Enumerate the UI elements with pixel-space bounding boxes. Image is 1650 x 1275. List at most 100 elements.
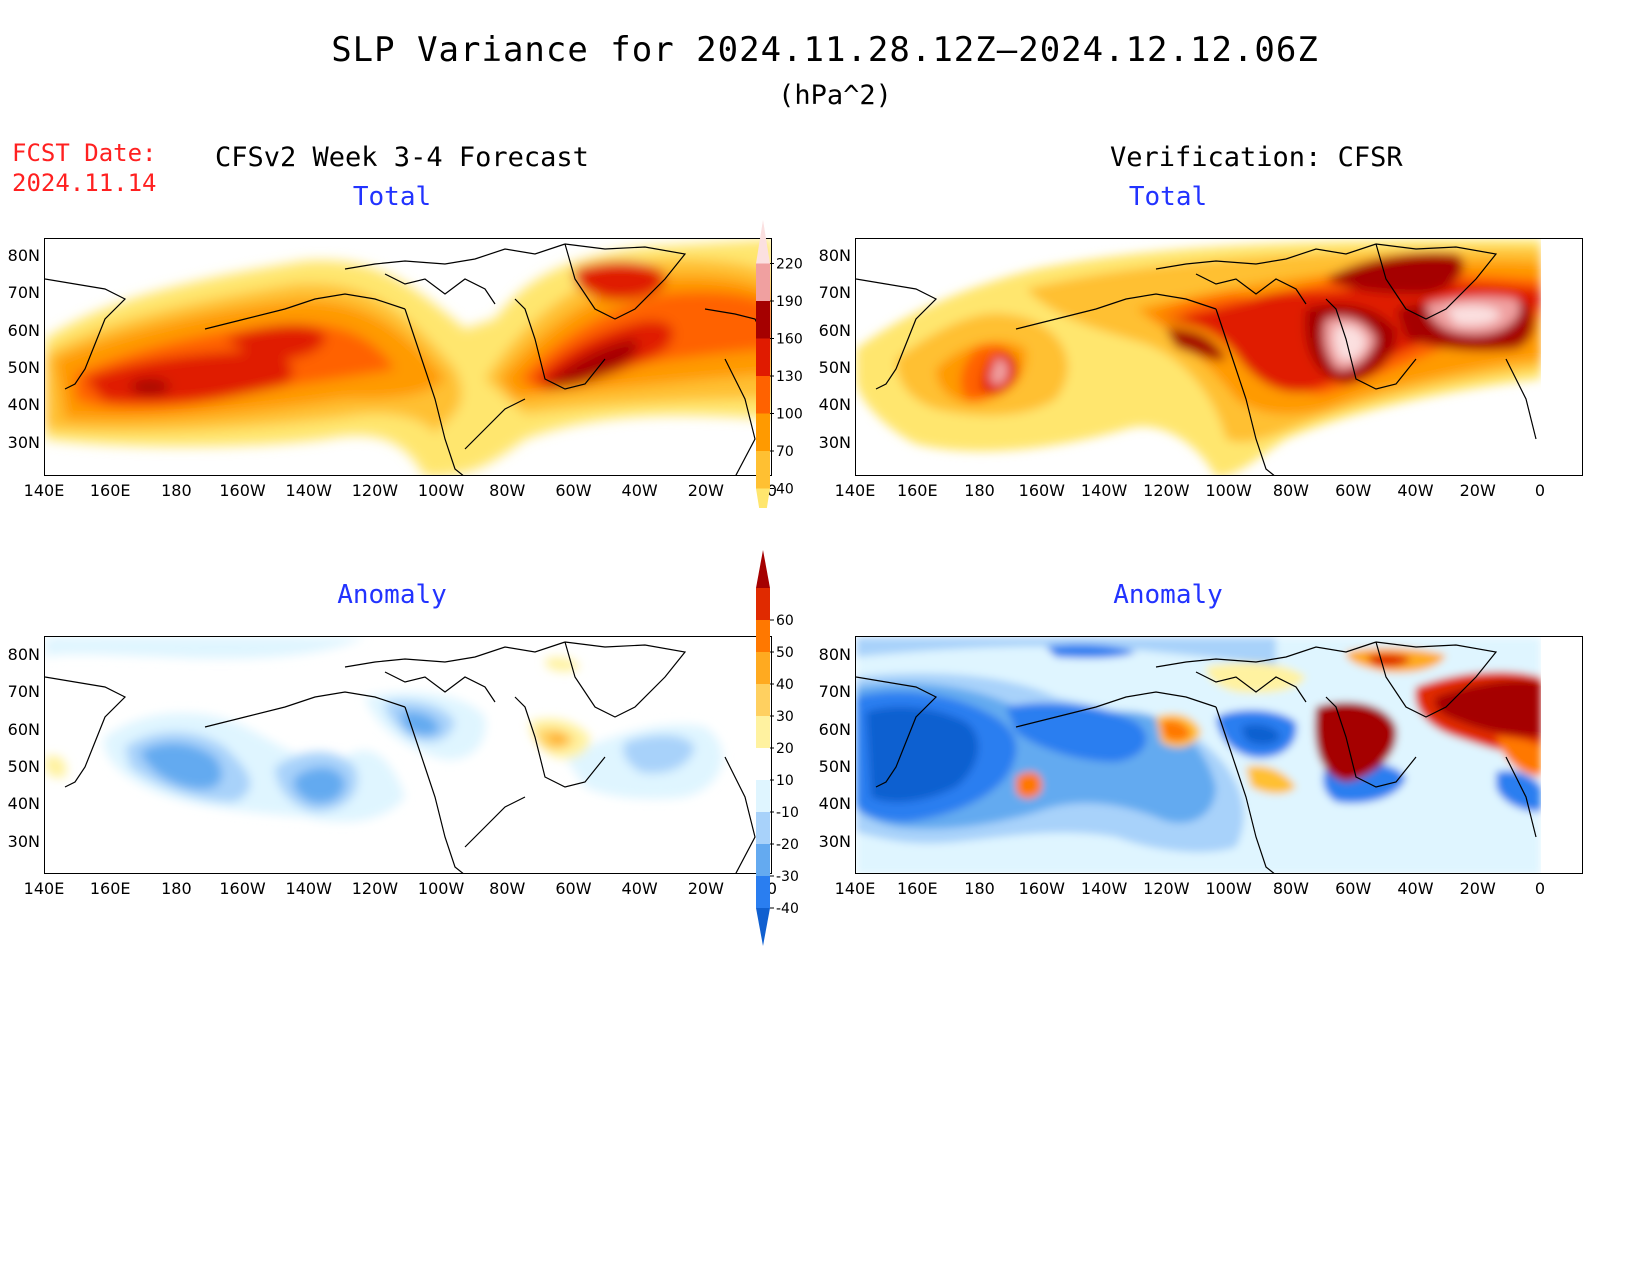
colorbar-swatch <box>756 413 770 451</box>
forecast-date-value: 2024.11.14 <box>12 169 157 197</box>
colorbar-tick-label: 130 <box>776 369 803 385</box>
colorbar-swatch <box>756 338 770 376</box>
lat-tick-label: 30N <box>7 832 40 851</box>
lat-tick-label: 40N <box>818 794 851 813</box>
lon-tick-label: 100W <box>1205 481 1252 500</box>
lon-tick-label: 0 <box>1534 879 1546 898</box>
lon-tick-label: 180 <box>964 481 995 500</box>
lon-tick-label: 100W <box>417 879 465 898</box>
figure-title: SLP Variance for 2024.11.28.12Z—2024.12.… <box>331 30 1319 70</box>
forecast-anomaly-title: Anomaly <box>337 580 447 610</box>
lat-tick-label: 80N <box>818 246 851 265</box>
forecast-anomaly-coastlines <box>45 641 756 873</box>
colorbar-swatch <box>756 844 770 876</box>
colorbar-swatch <box>756 876 770 908</box>
forecast-heading: CFSv2 Week 3-4 Forecast <box>215 142 589 173</box>
lon-tick-label: 180 <box>964 879 995 898</box>
colorbar-swatch <box>756 780 770 812</box>
lat-tick-label: 60N <box>818 720 851 739</box>
colorbar-swatch <box>756 620 770 652</box>
colorbar-tick-label: 220 <box>776 257 803 273</box>
lat-tick-label: 60N <box>7 321 40 340</box>
lon-tick-label: 60W <box>1335 481 1372 500</box>
lat-tick-label: 40N <box>818 395 851 414</box>
lon-tick-label: 140E <box>834 481 876 500</box>
verification-anomaly-title: Anomaly <box>1113 580 1223 610</box>
colorbar-swatch <box>756 588 770 620</box>
colorbar-swatch <box>756 748 770 780</box>
colorbar-tick-label: 40 <box>776 482 794 498</box>
colorbar-tick-label: 50 <box>776 645 794 661</box>
colorbar-swatch <box>756 550 770 588</box>
lon-tick-label: 180 <box>161 879 192 898</box>
colorbar-tick-label: 40 <box>776 677 794 693</box>
forecast-total-title: Total <box>352 182 432 212</box>
lon-tick-label: 140E <box>23 879 65 898</box>
anomaly-colorbar: -40 -30 -20 -10 10 20 30 40 50 60 <box>756 550 799 946</box>
colorbar-tick-label: 60 <box>776 613 794 629</box>
lat-tick-label: 70N <box>7 283 40 302</box>
lat-tick-label: 40N <box>7 794 40 813</box>
colorbar-tick-label: 10 <box>776 773 794 789</box>
lon-tick-label: 20W <box>1459 481 1496 500</box>
lat-tick-label: 50N <box>818 757 851 776</box>
colorbar-swatch <box>756 263 770 301</box>
lon-tick-label: 0 <box>1534 481 1546 500</box>
lon-tick-label: 100W <box>417 481 465 500</box>
lon-tick-label: 20W <box>687 879 724 898</box>
verification-total-field <box>856 239 1541 475</box>
colorbar-swatch <box>756 716 770 748</box>
lon-tick-label: 160E <box>89 481 131 500</box>
forecast-date: FCST Date: 2024.11.14 <box>12 138 157 198</box>
colorbar-swatch <box>756 376 770 414</box>
lon-tick-label: 60W <box>555 879 592 898</box>
colorbar-tick-label: 160 <box>776 332 803 348</box>
colorbar-swatch <box>756 652 770 684</box>
lon-tick-label: 160W <box>1018 481 1065 500</box>
lon-tick-label: 120W <box>1143 481 1190 500</box>
forecast-total-map <box>44 238 772 476</box>
lat-tick-label: 30N <box>818 832 851 851</box>
colorbar-swatch <box>756 812 770 844</box>
lon-tick-label: 40W <box>621 481 658 500</box>
colorbar-tick-label: -40 <box>776 901 799 917</box>
lon-tick-label: 80W <box>489 481 526 500</box>
lat-tick-label: 60N <box>818 321 851 340</box>
verification-heading: Verification: CFSR <box>1110 142 1403 173</box>
colorbar-tick-label: -30 <box>776 869 799 885</box>
lon-tick-label: 160W <box>1018 879 1065 898</box>
lon-tick-label: 0 <box>766 481 778 500</box>
lat-tick-label: 30N <box>7 433 40 452</box>
lon-tick-label: 40W <box>621 879 658 898</box>
lon-tick-label: 140W <box>285 481 332 500</box>
lat-tick-label: 60N <box>7 720 40 739</box>
lat-tick-label: 70N <box>818 682 851 701</box>
forecast-anomaly-map <box>44 636 772 874</box>
lon-tick-label: 20W <box>1459 879 1496 898</box>
forecast-total-coastlines <box>45 243 761 475</box>
verification-anomaly-coastlines <box>856 641 1537 873</box>
forecast-total-field <box>45 239 771 475</box>
total-colorbar: 40 70 100 130 160 190 220 <box>756 220 803 508</box>
lon-tick-label: 160E <box>896 879 938 898</box>
forecast-anomaly-field <box>45 637 723 822</box>
lat-tick-label: 50N <box>818 358 851 377</box>
units-label: (hPa^2) <box>778 80 892 111</box>
colorbar-tick-label: 100 <box>776 407 803 423</box>
lon-tick-label: 140E <box>23 481 65 500</box>
lat-tick-label: 70N <box>818 283 851 302</box>
colorbar-tick-label: -20 <box>776 837 799 853</box>
colorbar-swatch <box>756 908 770 946</box>
lon-tick-label: 140E <box>834 879 876 898</box>
lon-tick-label: 100W <box>1205 879 1252 898</box>
lon-tick-label: 160E <box>89 879 131 898</box>
verification-anomaly-field <box>856 637 1541 873</box>
lon-tick-label: 60W <box>1335 879 1372 898</box>
colorbar-swatch <box>756 684 770 716</box>
colorbar-swatch <box>756 220 770 264</box>
lon-tick-label: 140W <box>285 879 332 898</box>
colorbar-tick-label: 20 <box>776 741 794 757</box>
lat-tick-label: 30N <box>818 433 851 452</box>
colorbar-tick-label: 190 <box>776 294 803 310</box>
lat-tick-label: 70N <box>7 682 40 701</box>
